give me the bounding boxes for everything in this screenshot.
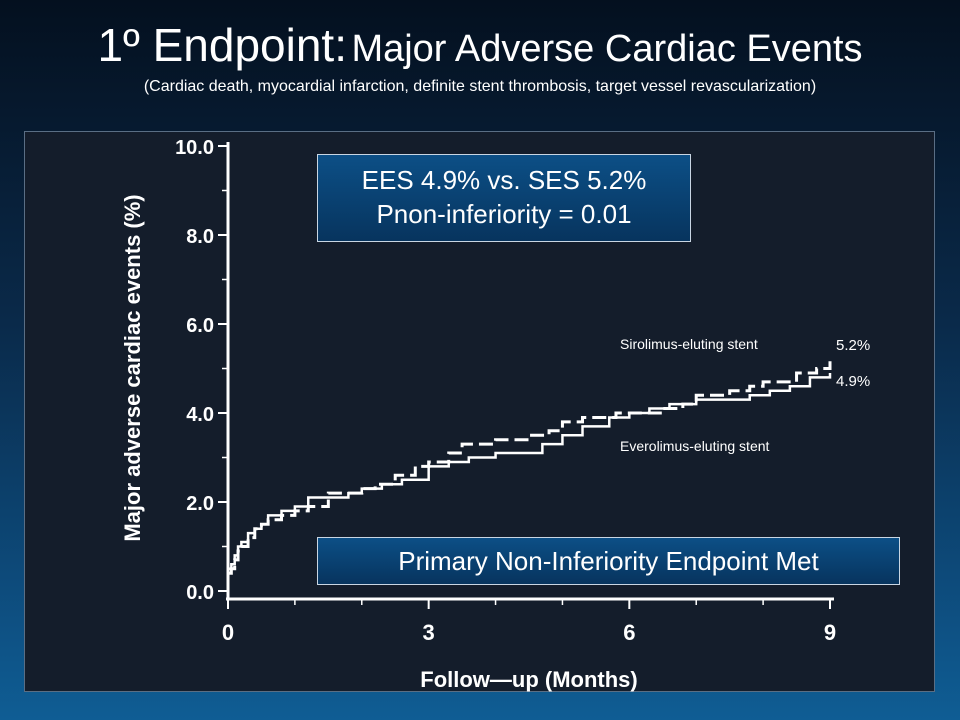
y-tick-label: 10.0 (175, 137, 214, 159)
y-tick-label: 2.0 (186, 493, 214, 515)
x-tick-label: 6 (623, 620, 635, 645)
y-tick-label: 8.0 (186, 226, 214, 248)
ees-end-value: 4.9% (836, 373, 871, 390)
x-axis-title: Follow—up (Months) (420, 667, 638, 692)
x-tick-label: 0 (222, 620, 234, 645)
x-tick-label: 9 (824, 620, 836, 645)
title-rest: Major Adverse Cardiac Events (351, 28, 863, 70)
endpoint-met-box: Primary Non-Inferiority Endpoint Met (317, 537, 900, 585)
ees-km-curve (228, 372, 832, 570)
x-tick-label: 3 (423, 620, 435, 645)
result-line-1: EES 4.9% vs. SES 5.2% (361, 165, 647, 195)
y-axis-title: Major adverse cardiac events (%) (120, 194, 145, 541)
y-tick-label: 6.0 (186, 315, 214, 337)
slide-title: 1º Endpoint: Major Adverse Cardiac Event… (0, 18, 960, 72)
result-line-2: Pnon-inferiority = 0.01 (376, 199, 632, 229)
ses-series-label: Sirolimus-eluting stent (620, 336, 758, 352)
y-tick-label: 0.0 (186, 582, 214, 604)
slide-subtitle: (Cardiac death, myocardial infarction, d… (143, 78, 817, 95)
y-tick-label: 4.0 (186, 404, 214, 426)
ses-end-value: 5.2% (836, 337, 871, 354)
result-box: EES 4.9% vs. SES 5.2% Pnon-inferiority =… (317, 154, 691, 242)
ees-series-label: Everolimus-eluting stent (620, 438, 770, 454)
title-main: 1º Endpoint: (97, 19, 347, 71)
